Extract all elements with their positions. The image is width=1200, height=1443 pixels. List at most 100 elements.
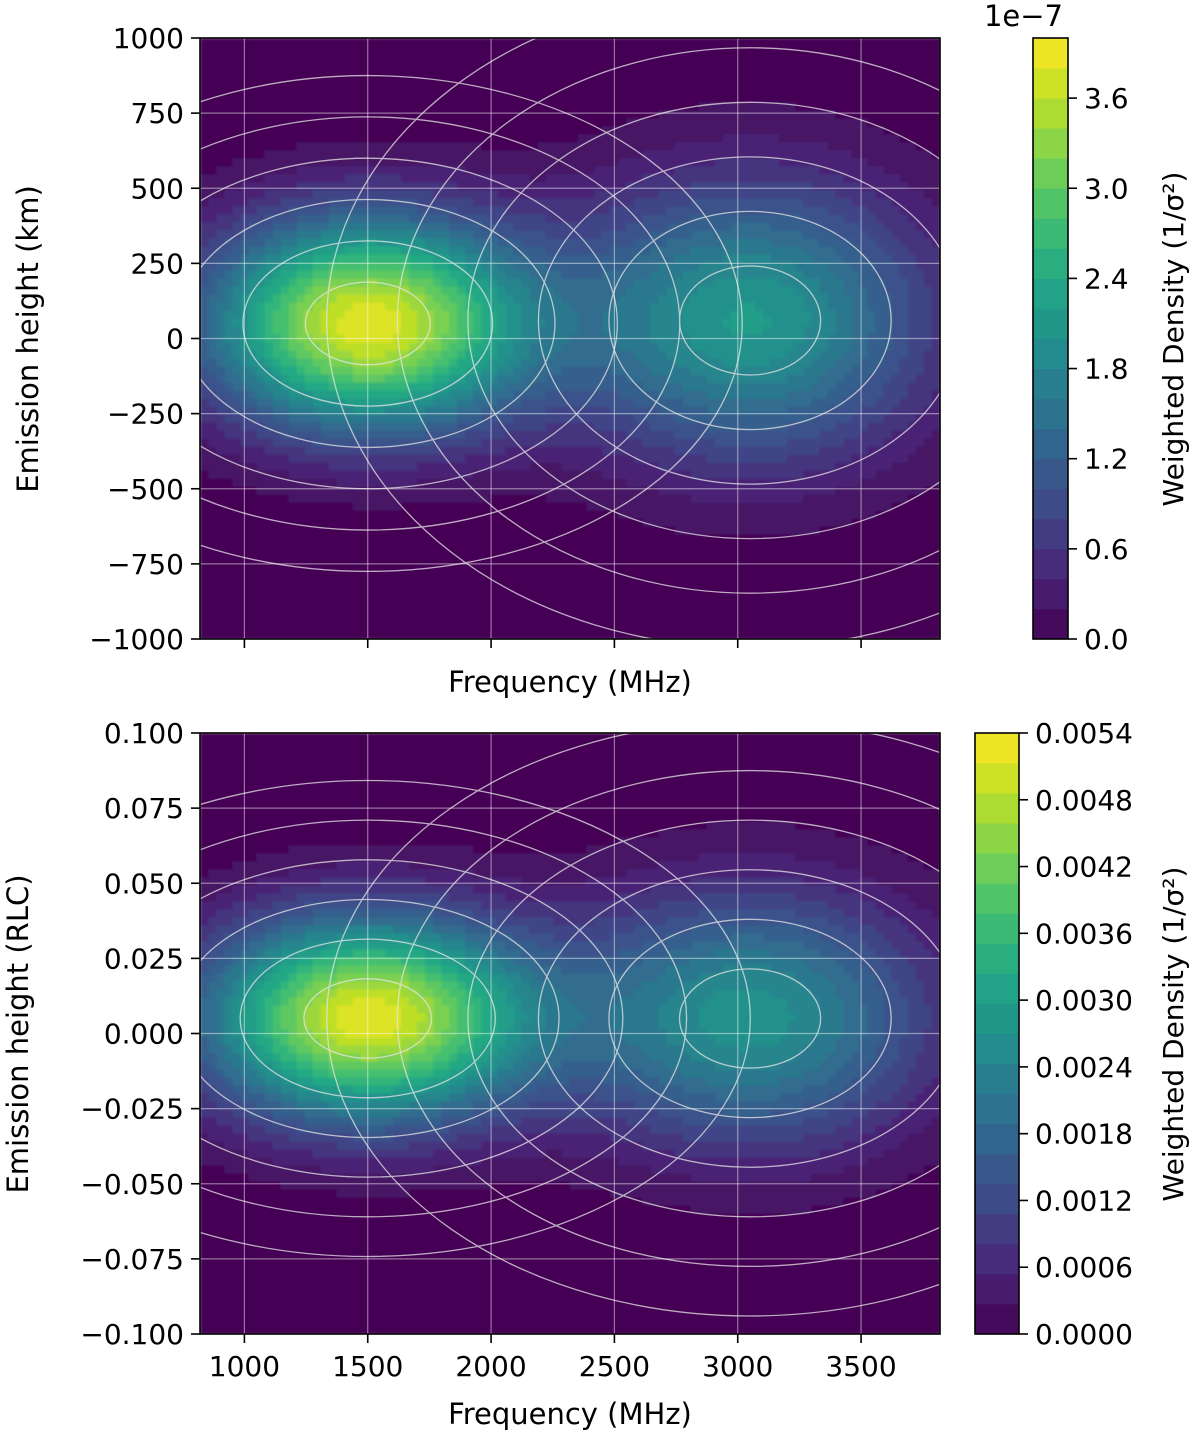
density-cell <box>393 246 402 255</box>
density-cell <box>594 302 603 312</box>
density-cell <box>626 246 635 255</box>
density-cell <box>529 174 539 183</box>
density-cell <box>328 78 338 87</box>
density-cell <box>827 142 837 151</box>
density-cell <box>738 430 748 440</box>
density-cell <box>272 310 282 320</box>
density-cell <box>666 102 676 111</box>
density-cell <box>521 326 531 336</box>
density-cell <box>505 446 515 456</box>
density-cell <box>658 134 668 143</box>
density-cell <box>851 118 861 127</box>
density-cell <box>883 334 893 344</box>
density-cell <box>465 230 475 239</box>
density-cell <box>272 102 282 111</box>
density-cell <box>755 78 764 87</box>
density-cell <box>875 158 885 167</box>
density-cell <box>851 94 861 103</box>
density-cell <box>521 230 531 239</box>
density-cell <box>771 198 780 207</box>
density-cell <box>714 438 724 448</box>
density-cell <box>843 246 853 255</box>
density-cell <box>658 390 668 400</box>
density-cell <box>578 254 587 263</box>
density-cell <box>666 342 676 352</box>
density-cell <box>232 430 241 440</box>
density-cell <box>393 270 402 279</box>
density-cell <box>376 198 386 207</box>
density-cell <box>352 262 362 271</box>
density-cell <box>232 198 241 207</box>
density-cell <box>328 366 338 376</box>
density-cell <box>803 78 812 87</box>
density-cell <box>433 158 442 167</box>
density-cell <box>248 302 257 312</box>
density-cell <box>819 230 828 239</box>
density-cell <box>449 174 458 183</box>
density-cell <box>738 278 748 288</box>
density-cell <box>561 118 571 127</box>
density-cell <box>746 174 756 183</box>
density-cell <box>224 214 233 223</box>
density-cell <box>787 454 796 464</box>
density-cell <box>232 326 241 336</box>
density-cell <box>393 150 402 159</box>
density-cell <box>344 318 354 328</box>
density-cell <box>248 446 257 456</box>
density-cell <box>618 70 627 79</box>
density-cell <box>787 86 796 95</box>
density-cell <box>537 390 547 400</box>
density-cell <box>618 54 627 63</box>
density-cell <box>755 310 764 320</box>
density-cell <box>618 398 627 408</box>
density-cell <box>843 422 853 432</box>
density-cell <box>843 382 853 392</box>
density-cell <box>746 294 756 304</box>
density-cell <box>666 414 676 424</box>
density-cell <box>771 54 780 63</box>
density-cell <box>771 430 780 440</box>
density-cell <box>811 438 820 448</box>
density-cell <box>602 158 611 167</box>
density-cell <box>545 302 555 312</box>
density-cell <box>867 190 877 199</box>
density-cell <box>553 38 563 47</box>
density-cell <box>883 206 893 215</box>
density-cell <box>602 462 611 472</box>
density-cell <box>240 214 249 223</box>
density-cell <box>457 326 467 336</box>
density-cell <box>755 414 764 424</box>
density-cell <box>915 54 925 63</box>
density-cell <box>618 326 627 336</box>
density-cell <box>376 150 386 159</box>
density-cell <box>730 294 740 304</box>
density-cell <box>433 102 442 111</box>
density-cell <box>360 230 370 239</box>
density-cell <box>570 334 579 344</box>
density-cell <box>626 190 635 199</box>
density-cell <box>570 310 579 320</box>
density-cell <box>746 398 756 408</box>
density-cell <box>264 102 273 111</box>
density-cell <box>682 46 692 55</box>
density-cell <box>666 214 676 223</box>
density-cell <box>771 102 780 111</box>
density-cell <box>586 238 595 247</box>
density-cell <box>867 366 877 376</box>
density-cell <box>899 142 909 151</box>
density-cell <box>746 374 756 384</box>
density-cell <box>682 398 692 408</box>
density-cell <box>433 350 442 360</box>
density-cell <box>843 294 853 304</box>
density-cell <box>642 246 652 255</box>
density-cell <box>931 334 940 344</box>
density-cell <box>618 214 627 223</box>
density-cell <box>915 150 925 159</box>
density-cell <box>578 102 587 111</box>
density-cell <box>344 254 354 263</box>
density-cell <box>706 302 716 312</box>
density-cell <box>473 302 483 312</box>
density-cell <box>393 414 402 424</box>
density-cell <box>859 310 869 320</box>
density-cell <box>208 294 217 304</box>
